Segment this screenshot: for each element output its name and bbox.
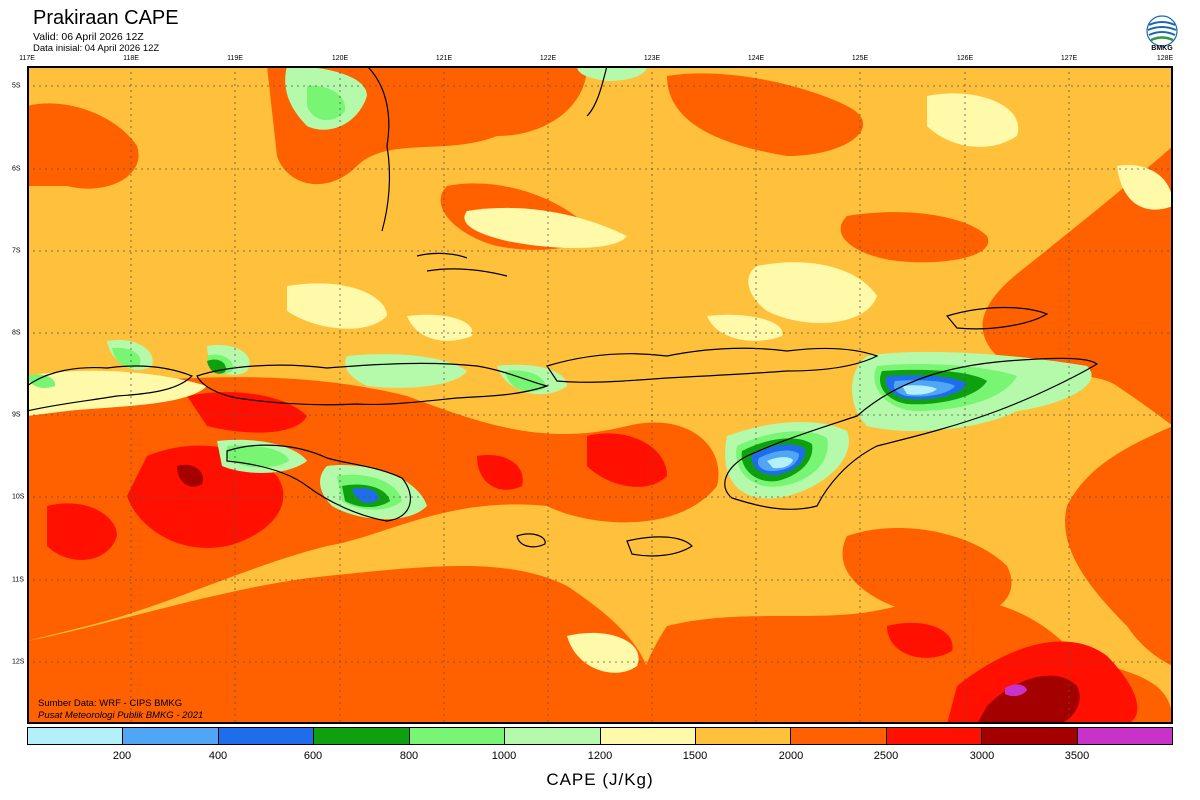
lon-label: 121E [435, 55, 453, 62]
colorbar-swatch [409, 728, 506, 744]
lat-label: 9S [12, 411, 21, 419]
colorbar-tick: 400 [208, 750, 228, 762]
lon-label: 118E [123, 55, 139, 62]
grid-lines [27, 66, 1173, 724]
cape-3000-3500-small [177, 464, 203, 487]
colorbar-tick: 200 [112, 750, 132, 762]
cape-3500-region [1005, 684, 1027, 697]
colorbar-tick: 800 [399, 750, 419, 762]
lon-label: 127E [1060, 55, 1078, 62]
valid-time: Valid: 06 April 2026 12Z [33, 31, 144, 43]
lat-label: 10S [12, 493, 25, 501]
credits: Sumber Data: WRF - CIPS BMKG Pusat Meteo… [38, 698, 203, 722]
lon-label: 117E [19, 55, 35, 62]
colorbar-tick: 600 [303, 750, 323, 762]
page-title: Prakiraan CAPE [33, 7, 179, 29]
lon-label: 126E [956, 55, 974, 62]
colorbar-swatch [886, 728, 983, 744]
colorbar-swatch [218, 728, 315, 744]
colorbar-tick: 1200 [587, 750, 613, 762]
island-outlines [27, 66, 1099, 557]
lon-label: 120E [331, 55, 349, 62]
colorbar-swatch [791, 728, 887, 744]
lat-label: 11S [12, 576, 24, 584]
colorbar-swatch [123, 728, 219, 744]
lon-label: 124E [747, 55, 765, 62]
colorbar-title: CAPE (J/Kg) [546, 770, 654, 789]
bmkg-logo-icon [1146, 15, 1178, 47]
cape-0-200-regions [767, 385, 937, 469]
lat-label: 12S [12, 658, 25, 666]
lat-label: 8S [12, 329, 21, 337]
lat-label: 6S [12, 165, 21, 173]
colorbar-swatch [982, 728, 1078, 744]
bmkg-logo-text: BMKG [1151, 45, 1173, 52]
cape-1200-1500-regions [27, 93, 1173, 673]
colorbar-swatch [314, 728, 410, 744]
colorbar-swatch [28, 728, 124, 744]
cape-3000-3500-region [977, 675, 1080, 724]
organization: Pusat Meteorologi Publik BMKG - 2021 [38, 710, 204, 721]
colorbar-tick: 1500 [682, 750, 708, 762]
colorbar-tick: 2000 [778, 750, 804, 762]
colorbar-tick: 2500 [873, 750, 899, 762]
colorbar-swatch [505, 728, 601, 744]
colorbar-swatch [695, 728, 792, 744]
map-frame [27, 66, 1173, 724]
lon-label: 122E [539, 55, 557, 62]
lat-label: 5S [12, 82, 21, 90]
colorbar-tick: 3500 [1064, 750, 1090, 762]
colorbar [27, 727, 1173, 745]
colorbar-swatch [1077, 728, 1173, 744]
lon-label: 119E [227, 55, 243, 62]
colorbar-tick: 3000 [969, 750, 995, 762]
lon-label: 128E [1156, 55, 1174, 62]
lon-label: 125E [851, 55, 869, 62]
colorbar-tick: 1000 [491, 750, 517, 762]
data-source: Sumber Data: WRF - CIPS BMKG [38, 698, 183, 709]
lon-label: 123E [643, 55, 661, 62]
colorbar-swatch [600, 728, 696, 744]
init-time: Data inisial: 04 April 2026 12Z [33, 43, 160, 54]
cape-map [27, 66, 1173, 724]
lat-label: 7S [12, 247, 21, 255]
